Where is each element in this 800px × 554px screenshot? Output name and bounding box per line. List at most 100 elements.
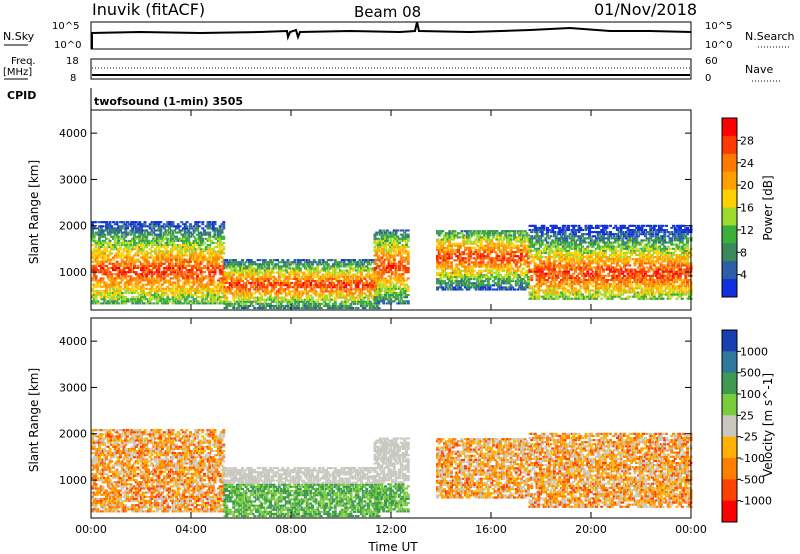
power-cell — [162, 294, 166, 297]
nsky-panel-frame — [90, 21, 692, 50]
power-cell — [208, 233, 212, 236]
power-cell — [500, 269, 504, 272]
power-cell — [152, 258, 156, 261]
power-cell — [196, 244, 199, 247]
power-cell — [194, 256, 198, 259]
power-cell — [405, 289, 408, 292]
power-cell — [173, 294, 177, 297]
power-cell — [535, 226, 539, 229]
power-cell — [256, 281, 260, 285]
power-cell — [319, 263, 323, 266]
power-cell — [323, 267, 327, 270]
power-cell — [162, 300, 166, 303]
power-cell — [535, 297, 539, 300]
power-cell — [91, 269, 94, 272]
power-cell — [476, 275, 480, 279]
power-cell — [239, 292, 243, 295]
power-cell — [220, 252, 224, 255]
power-cell — [323, 290, 327, 293]
power-cell — [148, 241, 152, 245]
power-cell — [169, 269, 173, 272]
power-cell — [101, 298, 105, 301]
power-cell — [222, 264, 226, 267]
power-cell — [228, 302, 232, 305]
power-cell — [298, 284, 302, 287]
power-cell — [96, 289, 100, 292]
power-cell — [91, 231, 94, 234]
power-cell — [220, 260, 224, 263]
power-cell — [101, 235, 105, 238]
power-cell — [339, 286, 342, 289]
power-cell — [304, 306, 307, 310]
power-cell — [391, 294, 394, 297]
power-cell — [521, 234, 525, 237]
power-cell — [513, 273, 516, 276]
power-cell — [272, 275, 276, 278]
power-cell — [217, 285, 220, 288]
power-cell — [486, 253, 490, 256]
power-cell — [230, 286, 234, 289]
power-cell — [133, 241, 136, 245]
power-cell — [378, 231, 382, 234]
power-cell — [182, 289, 185, 292]
power-cell — [269, 259, 272, 262]
power-cell — [497, 278, 501, 281]
power-cell — [105, 296, 108, 299]
power-cell — [361, 269, 365, 272]
power-cell — [140, 244, 143, 247]
power-cell — [141, 229, 145, 232]
power-cell — [520, 288, 523, 291]
power-cell — [373, 289, 377, 292]
power-cell — [284, 294, 288, 297]
power-cell — [194, 264, 198, 267]
power-cell — [288, 306, 292, 310]
power-cell — [513, 234, 516, 237]
power-cell — [173, 281, 177, 284]
power-cell — [486, 280, 490, 283]
power-cell — [217, 266, 220, 270]
power-cell — [316, 275, 320, 278]
power-cell — [92, 264, 96, 267]
power-cell — [145, 225, 149, 228]
power-cell — [361, 263, 365, 266]
power-cell — [115, 275, 119, 278]
power-cell — [378, 291, 382, 295]
power-cell — [300, 263, 304, 266]
power-cell — [171, 287, 175, 290]
power-cell — [203, 256, 206, 259]
power-cell — [325, 265, 328, 268]
power-cell — [478, 282, 481, 285]
power-cell — [157, 244, 161, 247]
power-cell — [204, 277, 208, 280]
power-cell — [185, 287, 189, 290]
power-cell — [507, 273, 511, 276]
power-cell — [147, 302, 150, 305]
power-cell — [441, 286, 445, 289]
power-cell — [293, 298, 297, 301]
power-cell — [469, 265, 473, 268]
power-cell — [351, 275, 355, 278]
power-cell — [108, 271, 112, 274]
power-cell — [131, 248, 135, 251]
power-cell — [183, 260, 187, 263]
power-cell — [182, 264, 185, 267]
power-cell — [377, 231, 380, 234]
power-cell — [391, 248, 394, 251]
power-cell — [437, 242, 441, 245]
power-cell — [211, 271, 215, 274]
power-cell — [106, 269, 110, 272]
power-cell — [199, 291, 203, 295]
power-cell — [106, 277, 110, 280]
power-cell — [122, 287, 126, 290]
power-cell — [507, 288, 511, 291]
power-cell — [307, 261, 311, 264]
power-cell — [502, 282, 506, 285]
power-cell — [349, 284, 353, 287]
power-cell — [122, 244, 126, 247]
power-cell — [168, 266, 171, 270]
power-cell — [502, 267, 506, 270]
power-cell — [389, 237, 393, 240]
power-cell — [537, 256, 541, 259]
power-cell — [284, 277, 288, 280]
power-cell — [465, 265, 469, 268]
